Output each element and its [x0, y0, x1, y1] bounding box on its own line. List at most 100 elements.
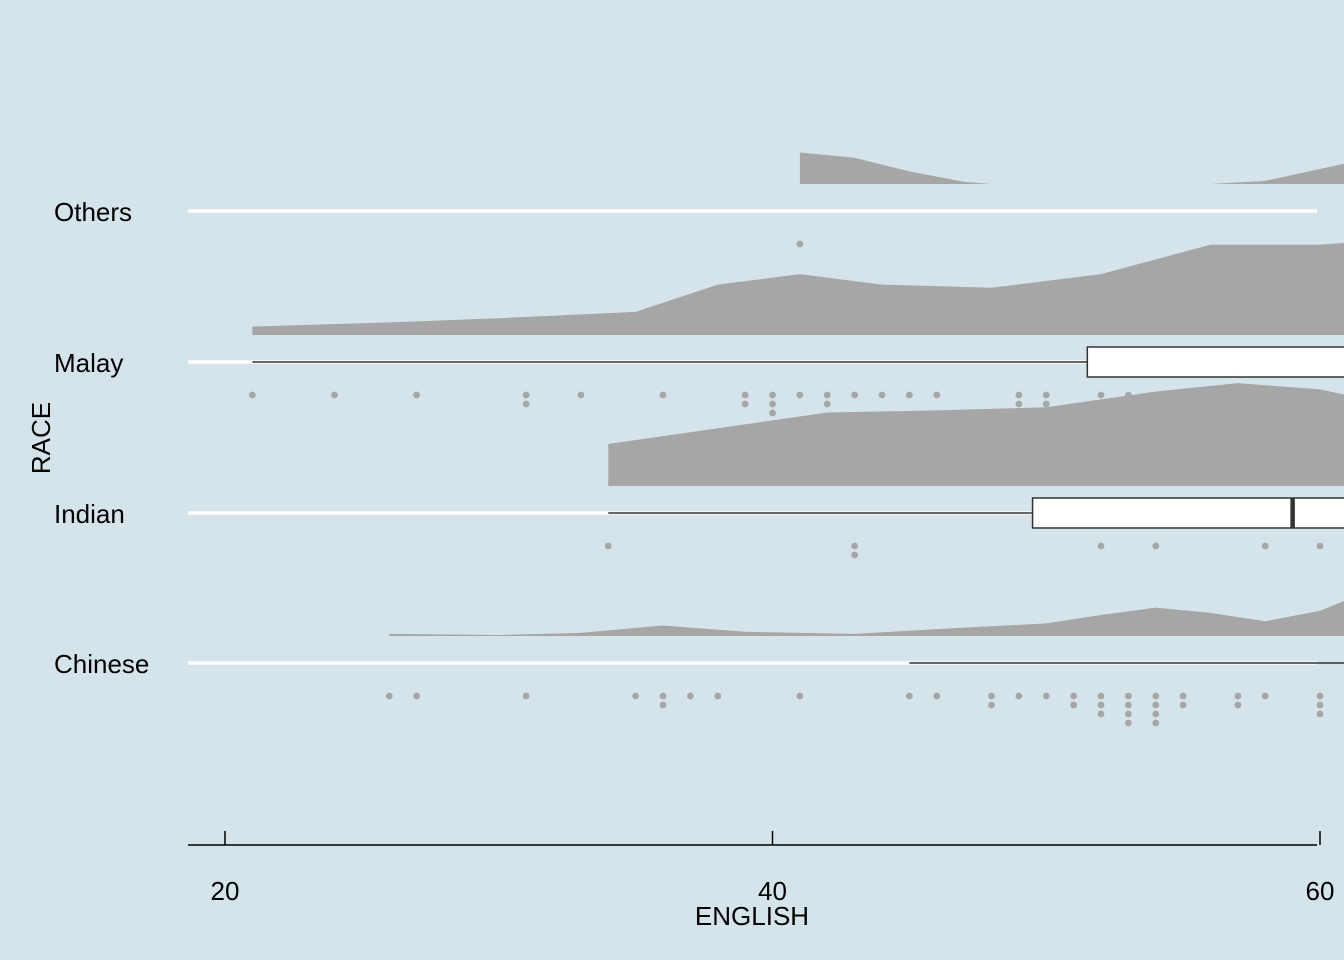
x-tick-label-40: 40: [758, 876, 787, 906]
y-axis-title: RACE: [26, 402, 56, 474]
data-point: [1015, 391, 1023, 399]
data-point: [1042, 391, 1050, 399]
dots-chinese: [385, 692, 1344, 733]
data-point: [632, 692, 640, 700]
data-point: [851, 391, 859, 399]
data-point: [1207, 418, 1214, 426]
data-point: [1015, 692, 1023, 700]
data-point: [1124, 391, 1132, 399]
dots-indian: [604, 542, 1324, 559]
x-axis-title: ENGLISH: [695, 901, 809, 931]
data-point: [741, 400, 749, 408]
density-chinese: [389, 601, 1344, 636]
data-point: [659, 692, 667, 700]
data-point: [1261, 400, 1269, 408]
data-point: [1207, 400, 1214, 408]
data-point: [1124, 701, 1132, 709]
data-point: [988, 701, 995, 709]
group-indian: [604, 383, 1344, 559]
data-point: [769, 400, 776, 408]
data-point: [851, 551, 859, 559]
box-indian: [1031, 497, 1344, 529]
plot-groups: [248, 152, 1344, 733]
data-point: [1207, 409, 1214, 417]
category-label-indian: Indian: [54, 499, 125, 529]
category-label-others: Others: [54, 197, 132, 227]
data-point: [769, 409, 776, 417]
x-axis: 20406080: [188, 831, 1335, 906]
data-point: [769, 391, 776, 399]
data-point: [1097, 542, 1105, 550]
x-tick-label-60: 60: [1306, 876, 1335, 906]
data-point: [1152, 391, 1160, 399]
dots-malay: [248, 391, 1344, 426]
data-point: [1070, 701, 1078, 709]
data-point: [1097, 701, 1105, 709]
data-point: [577, 391, 585, 399]
data-point: [851, 542, 859, 550]
data-point: [659, 701, 667, 709]
group-chinese: [385, 601, 1344, 733]
data-point: [1289, 391, 1297, 399]
data-point: [933, 391, 941, 399]
data-point: [1316, 710, 1324, 718]
data-point: [1261, 542, 1269, 550]
data-point: [413, 391, 421, 399]
data-point: [331, 391, 338, 399]
density-malay: [252, 242, 1344, 335]
data-point: [686, 692, 694, 700]
data-point: [823, 391, 831, 399]
data-point: [1261, 692, 1269, 700]
density-indian: [608, 383, 1344, 486]
data-point: [796, 391, 804, 399]
category-label-malay: Malay: [54, 348, 123, 378]
data-point: [988, 692, 995, 700]
data-point: [1234, 409, 1242, 417]
data-point: [1124, 692, 1132, 700]
data-point: [1124, 710, 1132, 718]
data-point: [1234, 692, 1242, 700]
data-point: [1179, 701, 1187, 709]
data-point: [1316, 542, 1324, 550]
data-point: [823, 400, 831, 408]
data-point: [522, 391, 530, 399]
data-point: [1124, 719, 1132, 727]
data-point: [1234, 701, 1242, 709]
data-point: [1152, 701, 1160, 709]
data-point: [796, 692, 804, 700]
data-point: [1261, 391, 1269, 399]
data-point: [522, 692, 530, 700]
data-point: [1152, 719, 1160, 727]
group-malay: [248, 242, 1344, 426]
data-point: [1207, 391, 1214, 399]
y-category-labels: Chinese Indian Malay Others: [54, 197, 149, 679]
density-others: [799, 152, 1344, 184]
data-point: [714, 692, 722, 700]
data-point: [878, 391, 886, 399]
data-point: [1316, 391, 1324, 399]
data-point: [522, 400, 530, 408]
data-point: [248, 391, 256, 399]
data-point: [1042, 400, 1050, 408]
category-label-chinese: Chinese: [54, 649, 149, 679]
data-point: [1097, 692, 1105, 700]
data-point: [1316, 701, 1324, 709]
data-point: [604, 542, 612, 550]
data-point: [741, 391, 749, 399]
data-point: [1152, 692, 1160, 700]
box-malay: [1086, 346, 1344, 378]
data-point: [1234, 391, 1242, 399]
data-point: [933, 692, 941, 700]
data-point: [1097, 391, 1105, 399]
data-point: [1179, 692, 1187, 700]
data-point: [905, 391, 913, 399]
data-point: [1234, 400, 1242, 408]
data-point: [659, 391, 667, 399]
data-point: [1042, 692, 1050, 700]
data-point: [1015, 400, 1023, 408]
data-point: [1152, 542, 1160, 550]
data-point: [905, 692, 913, 700]
x-tick-label-20: 20: [211, 876, 240, 906]
data-point: [1179, 391, 1187, 399]
